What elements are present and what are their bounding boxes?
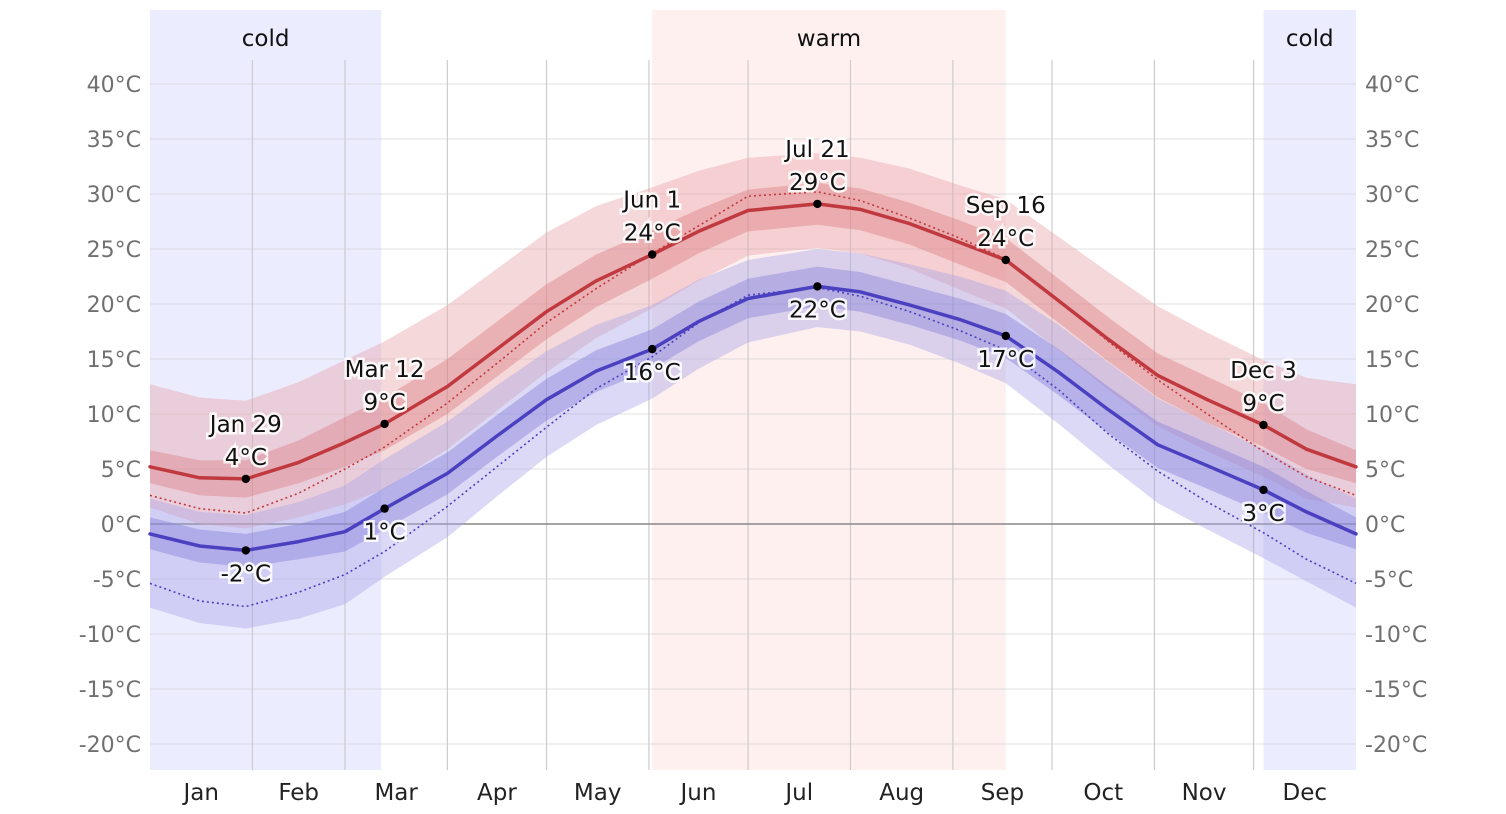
- annotation-value: -2°C: [221, 561, 272, 587]
- y-tick-label-right: 40°C: [1365, 73, 1419, 98]
- annotation-value: 17°C: [977, 347, 1034, 373]
- annotation-point: [1001, 331, 1010, 341]
- x-tick-label-month: Oct: [1083, 780, 1123, 806]
- season-cold-band: [150, 10, 382, 770]
- high-p10-p90-band: [150, 153, 1356, 529]
- x-tick-label-month: May: [574, 780, 622, 806]
- annotation-point: [1001, 255, 1010, 265]
- x-tick-label-month: Jun: [679, 780, 717, 806]
- y-tick-label-right: -5°C: [1365, 568, 1413, 593]
- y-tick-label-left: 40°C: [87, 73, 141, 98]
- gridlines: [150, 60, 1356, 770]
- annotation-date: Jun 1: [621, 188, 681, 214]
- annotation-date: Sep 16: [966, 193, 1046, 219]
- annotation-point: [241, 474, 251, 484]
- annotation-value: 24°C: [624, 221, 681, 247]
- annotation-point: [380, 504, 389, 513]
- high-p25-p75-band: [150, 183, 1356, 498]
- y-tick-label-right: 15°C: [1365, 348, 1419, 373]
- annotation-date: Jan 29: [208, 412, 282, 438]
- annotation-labels: Jan 29 4°C -2°C Mar 12 9°C 1°C Jun 1 24°C 16°C Ju…: [205, 134, 1299, 590]
- annotation-point: [648, 250, 657, 259]
- annotation-value: 24°C: [977, 226, 1034, 252]
- season-warm-band: [652, 10, 1006, 770]
- season-cold-band: [1263, 10, 1356, 770]
- annotation-point: [380, 419, 389, 429]
- annotation-point: [648, 344, 657, 354]
- high-average-line: [148, 202, 1358, 481]
- annotation-value: 1°C: [363, 520, 405, 546]
- annotation-value: 16°C: [624, 360, 681, 386]
- y-tick-label-left: 0°C: [101, 513, 141, 538]
- y-tick-label-left: 5°C: [101, 458, 141, 483]
- annotation-point: [1259, 485, 1268, 495]
- high-dotted-line: [149, 191, 1357, 514]
- season-cold-label: cold: [1286, 26, 1334, 52]
- low-average-line: [148, 284, 1358, 553]
- x-tick-label-month: Jul: [783, 780, 813, 806]
- y-tick-label-right: -15°C: [1365, 678, 1427, 703]
- y-tick-label-right: 5°C: [1365, 458, 1405, 483]
- low-p10-p90-band: [150, 249, 1356, 629]
- y-tick-label-right: 20°C: [1365, 293, 1419, 318]
- annotation-value: 22°C: [789, 297, 846, 323]
- x-tick-label-month: Dec: [1283, 780, 1328, 806]
- y-tick-label-left: 15°C: [87, 348, 141, 373]
- x-tick-label-month: Apr: [477, 780, 517, 806]
- annotation-value: 3°C: [1242, 501, 1284, 527]
- y-tick-label-left: -10°C: [79, 623, 141, 648]
- x-tick-label-month: Jan: [181, 780, 218, 806]
- y-tick-label-left: -20°C: [79, 733, 141, 758]
- series-lines: [148, 191, 1358, 608]
- season-cold-label: cold: [242, 26, 290, 52]
- annotation-value: 9°C: [1242, 391, 1284, 417]
- y-tick-label-right: 35°C: [1365, 128, 1419, 153]
- y-tick-label-right: 10°C: [1365, 403, 1419, 428]
- y-tick-label-right: 30°C: [1365, 183, 1419, 208]
- annotation-date: Jul 21: [783, 137, 849, 163]
- x-tick-label-month: Aug: [879, 780, 924, 806]
- y-tick-label-left: 30°C: [87, 183, 141, 208]
- y-tick-label-left: 35°C: [87, 128, 141, 153]
- annotation-point: [813, 282, 822, 291]
- low-p25-p75-band: [150, 266, 1356, 567]
- season-shading: cold warm cold: [150, 10, 1356, 770]
- y-tick-label-right: -20°C: [1365, 733, 1427, 758]
- y-tick-label-left: 10°C: [87, 403, 141, 428]
- annotation-point: [1259, 420, 1268, 430]
- x-tick-label-month: Mar: [374, 780, 418, 806]
- percentile-bands: [150, 153, 1356, 629]
- season-warm-label: warm: [797, 26, 861, 52]
- annotation-value: 9°C: [363, 390, 405, 416]
- annotation-value: 29°C: [789, 170, 846, 196]
- axis-labels: -20°C -20°C -15°C -15°C -10°C -10°C -5°C -5°C 0°…: [79, 73, 1428, 806]
- annotation-points: [241, 199, 1268, 555]
- x-tick-label-month: Nov: [1182, 780, 1227, 806]
- annotation-value: 4°C: [225, 445, 267, 471]
- annotation-point: [241, 546, 251, 555]
- y-tick-label-right: 0°C: [1365, 513, 1405, 538]
- x-tick-label-month: Sep: [981, 780, 1024, 806]
- y-tick-label-left: 25°C: [87, 238, 141, 263]
- y-tick-label-left: -5°C: [93, 568, 141, 593]
- annotation-date: Mar 12: [345, 357, 425, 383]
- annotation-point: [813, 199, 822, 209]
- y-tick-label-left: 20°C: [87, 293, 141, 318]
- y-tick-label-right: 25°C: [1365, 238, 1419, 263]
- y-tick-label-left: -15°C: [79, 678, 141, 703]
- annotation-date: Dec 3: [1230, 358, 1296, 384]
- y-tick-label-right: -10°C: [1365, 623, 1427, 648]
- x-tick-label-month: Feb: [278, 780, 319, 806]
